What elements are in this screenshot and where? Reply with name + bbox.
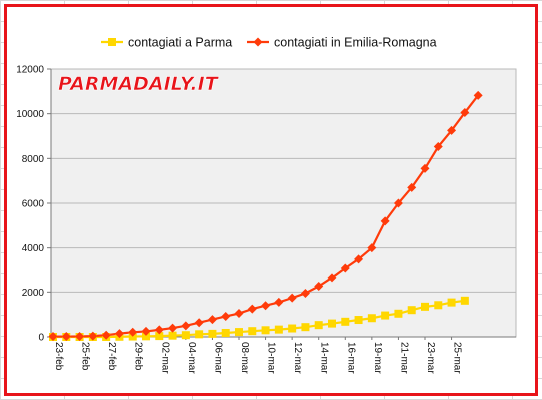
data-point-emilia-romagna [433, 141, 443, 151]
y-tick-label: 12000 [16, 65, 44, 76]
data-point-emilia-romagna [114, 329, 124, 339]
data-point-emilia-romagna [48, 332, 58, 342]
data-point-emilia-romagna [460, 108, 470, 118]
data-point-parma [367, 314, 376, 323]
data-point-parma [261, 326, 270, 335]
y-tick-label: 6000 [22, 199, 45, 210]
data-point-emilia-romagna [234, 309, 244, 319]
data-point-parma [181, 331, 190, 340]
y-tick-label: 2000 [22, 288, 45, 299]
data-point-emilia-romagna [61, 332, 71, 342]
data-point-parma [460, 296, 469, 305]
data-point-parma [168, 331, 177, 340]
data-point-emilia-romagna [88, 331, 98, 341]
y-tick-label: 8000 [22, 154, 45, 165]
data-point-emilia-romagna [314, 282, 324, 292]
data-point-parma [208, 329, 217, 338]
data-point-parma [447, 298, 456, 307]
data-point-emilia-romagna [447, 125, 457, 135]
data-point-emilia-romagna [194, 318, 204, 328]
data-point-parma [142, 332, 150, 341]
data-point-parma [381, 311, 390, 320]
data-point-parma [288, 324, 297, 333]
data-point-parma [421, 302, 429, 311]
data-point-parma [301, 323, 310, 332]
x-tick-label: 29-feb [133, 342, 144, 371]
x-tick-label: 06-mar [212, 342, 223, 374]
data-point-emilia-romagna [221, 311, 231, 321]
data-point-parma [221, 328, 230, 337]
watermark-logo: PARMADAILY.IT [58, 73, 220, 95]
x-tick-label: 27-feb [106, 342, 117, 371]
data-point-parma [341, 317, 350, 326]
data-point-emilia-romagna [274, 297, 284, 307]
x-tick-label: 23-feb [53, 342, 64, 371]
data-point-emilia-romagna [168, 323, 178, 333]
data-point-emilia-romagna [75, 331, 85, 341]
data-point-emilia-romagna [300, 288, 310, 298]
x-tick-label: 02-mar [159, 342, 170, 374]
data-point-emilia-romagna [420, 163, 430, 173]
data-point-emilia-romagna [154, 325, 164, 335]
x-tick-label: 10-mar [266, 342, 277, 374]
data-point-emilia-romagna [393, 198, 403, 208]
data-point-parma [434, 301, 443, 310]
data-point-emilia-romagna [181, 321, 191, 331]
legend-label-parma: contagiati a Parma [128, 36, 232, 50]
data-point-parma [328, 319, 336, 328]
data-point-parma [354, 316, 363, 325]
data-point-parma [248, 327, 257, 336]
x-tick-label: 04-mar [186, 342, 197, 374]
data-point-emilia-romagna [354, 254, 364, 264]
data-point-emilia-romagna [101, 330, 111, 340]
x-tick-label: 23-mar [425, 342, 436, 374]
data-point-emilia-romagna [141, 326, 151, 336]
x-tick-label: 16-mar [345, 342, 356, 374]
data-point-emilia-romagna [207, 315, 217, 325]
data-point-emilia-romagna [128, 327, 138, 337]
legend-label-emilia-romagna: contagiati in Emilia-Romagna [274, 36, 437, 50]
y-tick-label: 4000 [22, 243, 45, 254]
x-tick-label: 25-mar [452, 342, 463, 374]
data-point-emilia-romagna [367, 243, 377, 253]
x-tick-label: 25-feb [80, 342, 91, 371]
x-tick-label: 21-mar [398, 342, 409, 374]
data-point-parma [407, 306, 416, 315]
y-tick-label: 0 [38, 333, 44, 344]
data-point-emilia-romagna [287, 293, 297, 303]
data-point-parma [155, 332, 164, 341]
data-point-emilia-romagna [407, 182, 417, 192]
data-point-parma [274, 325, 283, 334]
data-point-emilia-romagna [380, 216, 390, 226]
data-point-parma [394, 309, 403, 318]
x-tick-label: 12-mar [292, 342, 303, 374]
data-point-emilia-romagna [253, 37, 263, 47]
y-tick-label: 10000 [16, 109, 44, 120]
data-point-emilia-romagna [327, 273, 337, 283]
data-point-emilia-romagna [473, 90, 483, 100]
data-point-emilia-romagna [247, 304, 257, 314]
data-point-parma [108, 38, 116, 46]
data-point-parma [314, 321, 323, 330]
data-point-emilia-romagna [340, 263, 350, 273]
data-point-parma [195, 330, 204, 339]
data-point-emilia-romagna [261, 301, 271, 311]
data-point-parma [235, 328, 243, 337]
x-tick-label: 19-mar [372, 342, 383, 374]
x-tick-label: 14-mar [319, 342, 330, 374]
x-tick-label: 08-mar [239, 342, 250, 374]
